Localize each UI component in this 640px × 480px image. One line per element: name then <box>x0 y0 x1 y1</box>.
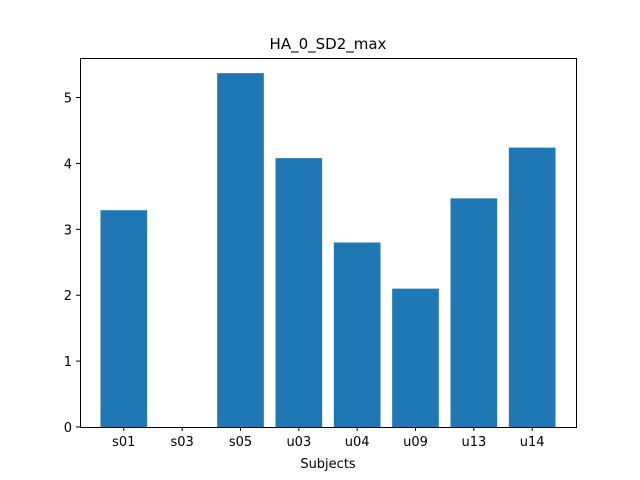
bar-u13 <box>450 198 498 427</box>
x-tick-label-u04: u04 <box>345 435 370 450</box>
y-tick-label-2: 2 <box>64 289 72 304</box>
x-ticks-group: s01 s03 s05 u03 u04 u09 u13 u14 <box>112 427 545 450</box>
x-tick-label-u14: u14 <box>520 435 545 450</box>
x-tick-label-u03: u03 <box>286 435 311 450</box>
bar-s05 <box>217 73 264 427</box>
bars-group <box>100 73 556 427</box>
y-tick-label-0: 0 <box>64 421 72 436</box>
x-tick-label-u09: u09 <box>403 435 428 450</box>
bar-u09 <box>392 288 439 427</box>
y-tick-label-4: 4 <box>64 157 72 172</box>
plot-frame <box>80 58 577 428</box>
chart-title: HA_0_SD2_max <box>270 35 387 54</box>
y-tick-label-5: 5 <box>64 92 72 107</box>
bar-u03 <box>275 158 323 427</box>
x-tick-label-s05: s05 <box>229 435 252 450</box>
y-ticks-group: 0 1 2 3 4 5 <box>64 92 80 436</box>
x-axis-title: Subjects <box>300 457 356 472</box>
x-tick-label-u13: u13 <box>461 435 486 450</box>
bar-s01 <box>100 210 148 427</box>
bar-u04 <box>333 242 381 427</box>
y-tick-label-3: 3 <box>64 223 72 238</box>
x-tick-label-s01: s01 <box>112 435 135 450</box>
x-tick-label-s03: s03 <box>170 435 193 450</box>
bar-u14 <box>508 147 556 427</box>
y-tick-label-1: 1 <box>64 355 72 370</box>
